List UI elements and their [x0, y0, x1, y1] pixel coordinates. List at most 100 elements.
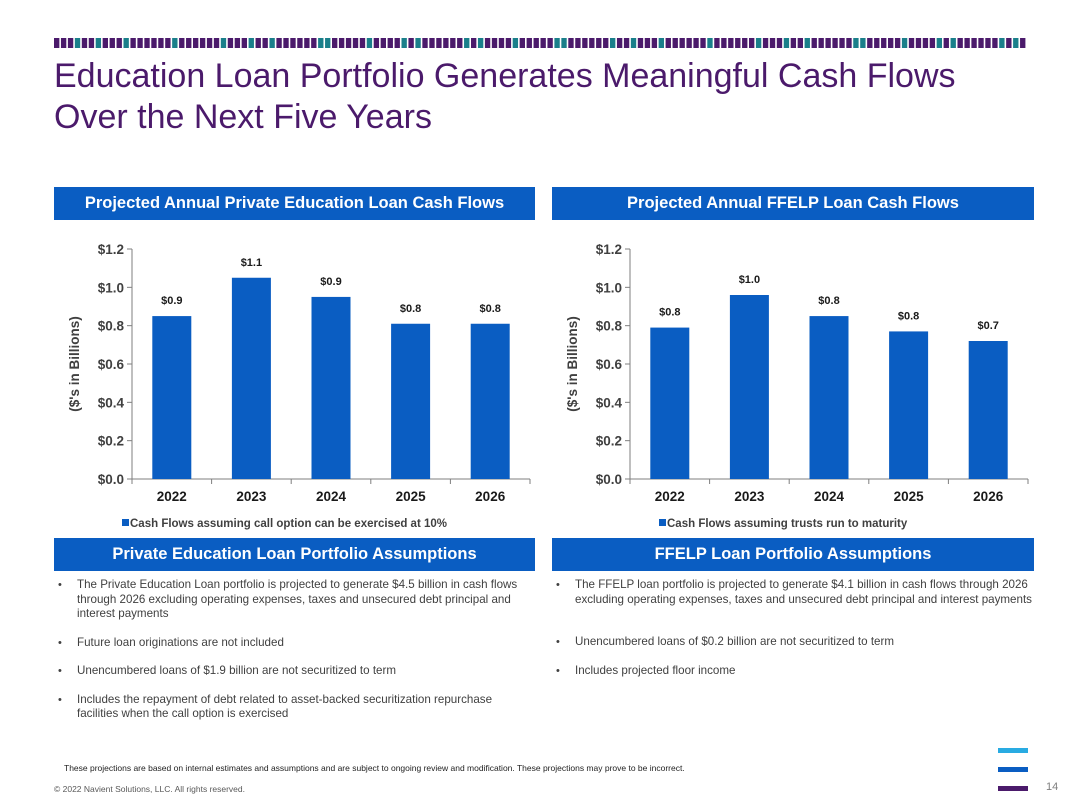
data-label: $1.1: [241, 257, 262, 269]
stripe-segment: [797, 38, 803, 48]
stripe-segment: [54, 38, 60, 48]
private-assumptions-header: Private Education Loan Portfolio Assumpt…: [54, 538, 535, 571]
ffelp-assumptions-header: FFELP Loan Portfolio Assumptions: [552, 538, 1034, 571]
stripe-segment: [894, 38, 901, 48]
stripe-segment: [290, 38, 296, 48]
stripe-segment: [540, 38, 546, 48]
disclaimer-text: These projections are based on internal …: [64, 763, 685, 773]
y-tick-label: $0.0: [596, 472, 622, 487]
y-tick-label: $0.6: [596, 357, 623, 372]
stripe-segment: [769, 38, 776, 48]
stripe-segment: [491, 38, 498, 48]
stripe-segment: [846, 38, 852, 48]
stripe-segment: [832, 38, 838, 48]
list-item: Unencumbered loans of $0.2 billion are n…: [552, 635, 1034, 650]
stripe-segment: [714, 38, 720, 48]
stripe-segment: [915, 38, 922, 48]
bar: [889, 331, 929, 479]
stripe-segment: [241, 38, 247, 48]
private-cash-flow-chart: $0.0 $0.2 $0.4 $0.6 $0.8 $1.0 $1.2 ($'s in Bill…: [67, 242, 531, 530]
stripe-segment: [825, 38, 831, 48]
stripe-segment: [199, 38, 206, 48]
stripe-segment: [610, 38, 616, 48]
stripe-segment: [755, 38, 762, 48]
top-decorative-stripe: [54, 38, 1026, 48]
stripe-segment: [332, 38, 338, 48]
y-tick-label: $1.0: [596, 280, 622, 295]
stripe-segment: [637, 38, 644, 48]
stripe-segment: [387, 38, 393, 48]
stripe-segment: [436, 38, 442, 48]
stripe-segment: [547, 38, 553, 48]
y-axis-title: ($'s in Billions): [67, 316, 82, 411]
stripe-segment: [623, 38, 630, 48]
stripe-segment: [283, 38, 289, 48]
x-tick-label: 2022: [157, 489, 187, 504]
stripe-segment: [1020, 38, 1026, 48]
bar: [968, 341, 1008, 479]
stripe-segment: [700, 38, 706, 48]
stripe-segment: [220, 38, 227, 48]
stripe-segment: [888, 38, 894, 48]
data-label: $0.8: [818, 295, 839, 307]
stripe-segment: [867, 38, 873, 48]
stripe-segment: [616, 38, 623, 48]
stripe-segment: [74, 38, 81, 48]
bar: [470, 323, 510, 479]
stripe-segment: [60, 38, 67, 48]
bar: [809, 316, 849, 479]
logo-bar-mid: [998, 767, 1028, 772]
stripe-segment: [179, 38, 185, 48]
stripe-segment: [102, 38, 108, 48]
stripe-segment: [311, 38, 317, 48]
stripe-segment: [742, 38, 748, 48]
y-tick-label: $0.0: [98, 472, 124, 487]
stripe-segment: [234, 38, 241, 48]
stripe-segment: [971, 38, 977, 48]
stripe-segment: [227, 38, 234, 48]
stripe-segment: [589, 38, 595, 48]
y-tick-label: $0.6: [98, 357, 125, 372]
page-number: 14: [1046, 781, 1059, 793]
stripe-segment: [658, 38, 664, 48]
stripe-segment: [88, 38, 95, 48]
stripe-segment: [450, 38, 456, 48]
stripe-segment: [881, 38, 887, 48]
stripe-segment: [130, 38, 136, 48]
private-chart-header: Projected Annual Private Education Loan …: [54, 187, 535, 220]
y-tick-label: $1.2: [98, 242, 124, 257]
stripe-segment: [373, 38, 380, 48]
stripe-segment: [213, 38, 220, 48]
data-label: $0.8: [400, 303, 421, 315]
stripe-segment: [811, 38, 817, 48]
stripe-segment: [575, 38, 581, 48]
stripe-segment: [484, 38, 491, 48]
stripe-segment: [762, 38, 769, 48]
stripe-segment: [471, 38, 477, 48]
stripe-segment: [783, 38, 790, 48]
bar: [311, 296, 351, 479]
stripe-segment: [728, 38, 734, 48]
stripe-segment: [359, 38, 366, 48]
stripe-segment: [477, 38, 484, 48]
stripe-segment: [380, 38, 386, 48]
stripe-segment: [790, 38, 797, 48]
stripe-segment: [366, 38, 373, 48]
stripe-segment: [526, 38, 532, 48]
y-tick-label: $0.8: [98, 319, 125, 334]
stripe-segment: [978, 38, 984, 48]
stripe-segment: [137, 38, 143, 48]
bar: [729, 295, 769, 479]
x-tick-label: 2025: [894, 489, 925, 504]
data-label: $0.8: [479, 303, 500, 315]
ffelp-cash-flow-chart: $0.0 $0.2 $0.4 $0.6 $0.8 $1.0 $1.2 ($'s in Bill…: [565, 242, 1029, 530]
legend-label: Cash Flows assuming call option can be e…: [130, 518, 447, 530]
stripe-segment: [269, 38, 275, 48]
stripe-segment: [749, 38, 755, 48]
navient-logo-icon: [998, 748, 1028, 792]
stripe-segment: [443, 38, 449, 48]
legend-swatch: [122, 519, 129, 526]
stripe-segment: [596, 38, 602, 48]
stripe-segment: [693, 38, 699, 48]
stripe-segment: [172, 38, 178, 48]
